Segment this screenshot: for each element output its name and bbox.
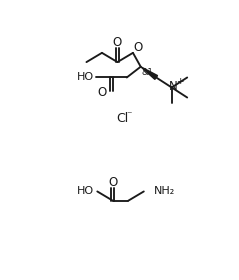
Text: O: O xyxy=(108,176,117,189)
Text: Cl: Cl xyxy=(116,112,128,125)
Text: HO: HO xyxy=(77,72,94,82)
Text: O: O xyxy=(113,36,122,49)
Text: O: O xyxy=(134,41,143,54)
Text: &1: &1 xyxy=(142,67,153,77)
Text: O: O xyxy=(97,86,107,99)
Text: +: + xyxy=(176,77,184,86)
Text: ⁻: ⁻ xyxy=(126,110,132,120)
Text: HO: HO xyxy=(77,186,94,196)
Text: NH₂: NH₂ xyxy=(154,186,175,196)
Polygon shape xyxy=(141,67,158,80)
Text: N: N xyxy=(169,80,178,93)
